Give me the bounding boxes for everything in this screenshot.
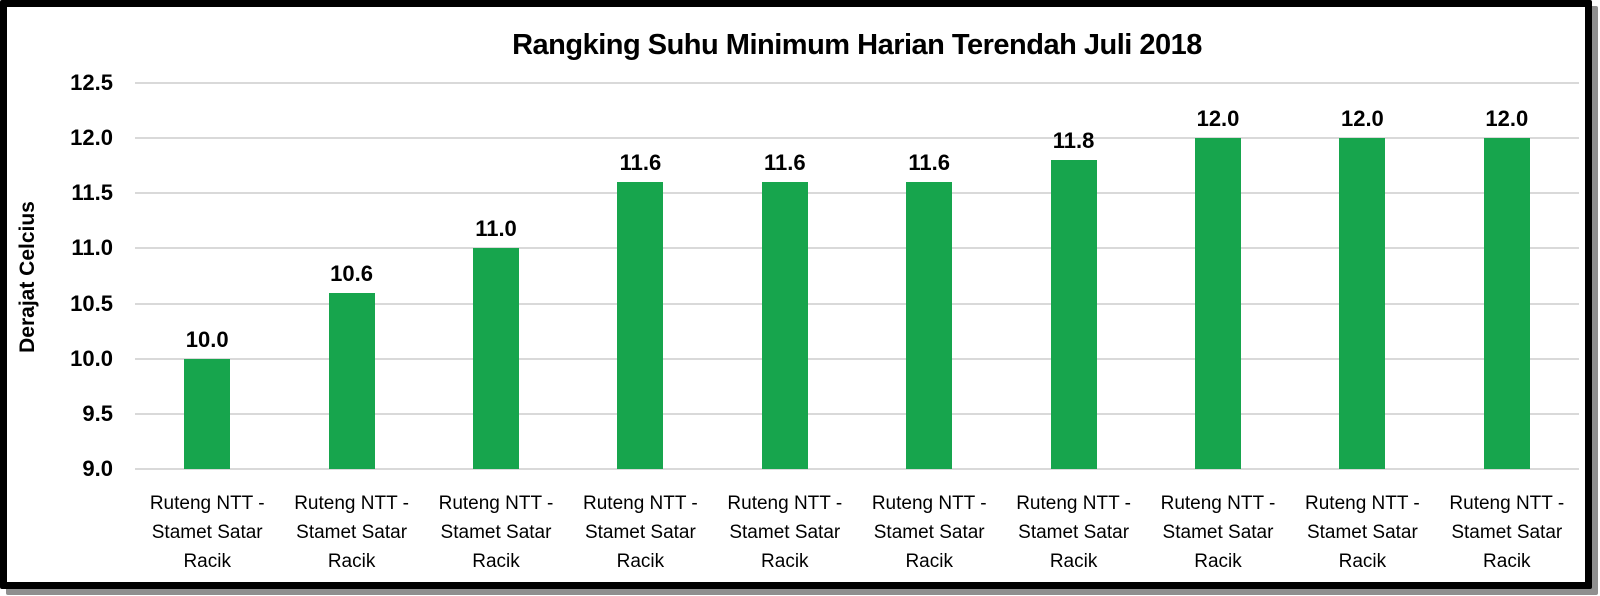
gridline [135, 412, 1579, 415]
x-tick-line: Stamet Satar [296, 522, 408, 543]
bar-value-label: 11.6 [763, 150, 806, 176]
bar [617, 182, 664, 469]
gridline [135, 192, 1579, 195]
x-tick-label: Ruteng NTT - Stamet Satar Racik [1435, 489, 1579, 576]
x-tick-line: Ruteng NTT - [1016, 493, 1131, 514]
x-tick-label: Ruteng NTT - Stamet Satar Racik [279, 489, 423, 576]
x-tick-line: Racik [183, 551, 231, 572]
x-tick-line: Ruteng NTT - [438, 493, 554, 514]
x-tick-line: Ruteng NTT - [583, 493, 698, 514]
x-tick-line: Ruteng NTT - [1449, 493, 1565, 514]
x-tick-line: Stamet Satar [151, 522, 263, 543]
bar [906, 182, 953, 469]
x-tick-line: Racik [472, 551, 520, 572]
x-tick-label: Ruteng NTT - Stamet Satar Racik [1290, 489, 1434, 576]
x-tick-line: Stamet Satar [873, 522, 985, 543]
gridline [135, 357, 1579, 360]
bar-value-label: 10.6 [330, 260, 373, 286]
x-tick-line: Racik [761, 551, 809, 572]
bar [184, 358, 231, 469]
x-tick-line: Stamet Satar [1451, 522, 1563, 543]
y-tick-label: 9.5 [82, 400, 113, 426]
x-tick-line: Ruteng NTT - [149, 493, 265, 514]
bar [1195, 138, 1241, 469]
x-tick-line: Racik [1338, 551, 1387, 572]
x-axis-labels: Ruteng NTT - Stamet Satar Racik Ruteng NTT … [135, 489, 1579, 584]
x-tick-line: Stamet Satar [1018, 522, 1130, 543]
x-tick-line: Stamet Satar [440, 522, 552, 543]
x-tick-label: Ruteng NTT - Stamet Satar Racik [1001, 489, 1145, 576]
gridline [135, 247, 1579, 250]
bar-value-label: 12.0 [1196, 106, 1240, 132]
x-tick-line: Stamet Satar [1306, 522, 1418, 543]
bar-value-label: 12.0 [1340, 106, 1384, 132]
x-tick-label: Ruteng NTT - Stamet Satar Racik [568, 489, 712, 576]
bar-value-label: 11.8 [1052, 128, 1095, 154]
x-tick-label: Ruteng NTT - Stamet Satar Racik [857, 489, 1001, 576]
y-tick-label: 11.5 [71, 180, 113, 206]
y-tick-label: 12.0 [70, 125, 113, 151]
y-tick-label: 10.5 [70, 290, 113, 316]
chart-title: Rangking Suhu Minimum Harian Terendah Ju… [512, 29, 1202, 61]
x-tick-line: Ruteng NTT - [727, 493, 843, 514]
y-tick-label: 11.0 [71, 235, 113, 261]
gridline [135, 302, 1579, 305]
bar [473, 248, 519, 469]
bar-value-label: 10.0 [185, 326, 229, 352]
y-axis-ticks: 9.0 9.5 10.0 10.5 11.0 11.5 12.0 12.5 [21, 72, 113, 480]
x-tick-line: Ruteng NTT - [1305, 493, 1420, 514]
x-tick-line: Ruteng NTT - [871, 493, 987, 514]
y-tick-label: 10.0 [70, 345, 113, 371]
plot-area: 10.0 10.6 11.0 11.6 11.6 11.6 11.8 12.0 12.0 12.0 [135, 82, 1579, 470]
gridline [135, 137, 1579, 140]
bar [1050, 160, 1097, 469]
x-tick-line: Racik [1483, 551, 1531, 572]
bar-value-label: 12.0 [1485, 106, 1529, 132]
bar [761, 182, 808, 469]
x-tick-label: Ruteng NTT - Stamet Satar Racik [713, 489, 857, 576]
x-tick-line: Racik [327, 551, 376, 572]
y-tick-label: 9.0 [82, 456, 113, 481]
bar-value-label: 11.6 [908, 150, 950, 176]
x-tick-label: Ruteng NTT - Stamet Satar Racik [135, 489, 279, 576]
x-tick-line: Ruteng NTT - [1160, 493, 1276, 514]
gridline [135, 82, 1579, 84]
x-tick-line: Ruteng NTT - [294, 493, 409, 514]
x-tick-line: Stamet Satar [584, 522, 696, 543]
x-tick-line: Stamet Satar [1162, 522, 1274, 543]
bar [1339, 138, 1386, 469]
y-tick-label: 12.5 [70, 70, 113, 95]
x-tick-line: Racik [905, 551, 953, 572]
x-tick-label: Ruteng NTT - Stamet Satar Racik [1146, 489, 1290, 576]
bar-value-label: 11.0 [475, 216, 517, 242]
x-tick-line: Stamet Satar [729, 522, 841, 543]
bar [1483, 138, 1530, 469]
x-tick-line: Racik [616, 551, 665, 572]
x-tick-line: Racik [1049, 551, 1098, 572]
x-tick-label: Ruteng NTT - Stamet Satar Racik [424, 489, 568, 576]
bar-value-label: 11.6 [619, 150, 662, 176]
x-tick-line: Racik [1194, 551, 1242, 572]
bar [328, 292, 375, 469]
gridline [135, 468, 1579, 470]
